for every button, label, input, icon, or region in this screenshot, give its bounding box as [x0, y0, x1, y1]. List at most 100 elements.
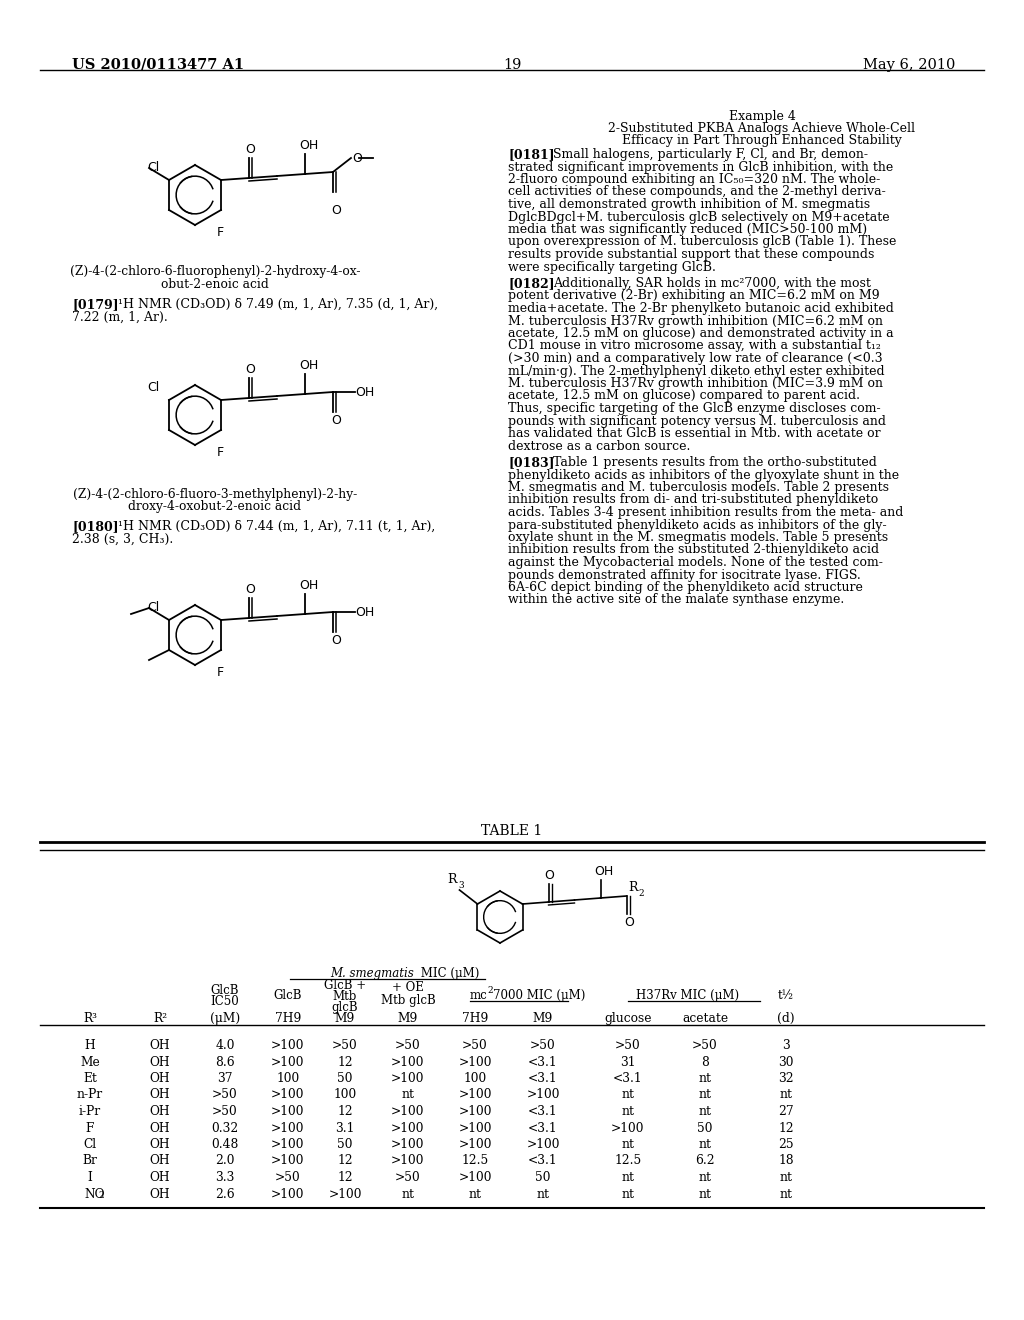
Text: Et: Et — [83, 1072, 97, 1085]
Text: OH: OH — [150, 1122, 170, 1134]
Text: H: H — [85, 1039, 95, 1052]
Text: tive, all demonstrated growth inhibition of M. smegmatis: tive, all demonstrated growth inhibition… — [508, 198, 870, 211]
Text: 3: 3 — [459, 880, 464, 890]
Text: Mtb: Mtb — [333, 990, 357, 1003]
Text: >50: >50 — [395, 1039, 421, 1052]
Text: 7.22 (m, 1, Ar).: 7.22 (m, 1, Ar). — [72, 312, 168, 323]
Text: M. tuberculosis H37Rv growth inhibition (MIC=6.2 mM on: M. tuberculosis H37Rv growth inhibition … — [508, 314, 883, 327]
Text: H37Rv MIC (μM): H37Rv MIC (μM) — [637, 989, 739, 1002]
Text: OH: OH — [299, 139, 318, 152]
Text: OH: OH — [150, 1056, 170, 1068]
Text: results provide substantial support that these compounds: results provide substantial support that… — [508, 248, 874, 261]
Text: 12: 12 — [337, 1105, 353, 1118]
Text: Cl: Cl — [147, 161, 160, 174]
Text: cell activities of these compounds, and the 2-methyl deriva-: cell activities of these compounds, and … — [508, 186, 886, 198]
Text: O: O — [545, 869, 554, 882]
Text: May 6, 2010: May 6, 2010 — [862, 58, 955, 73]
Text: 7000 MIC (μM): 7000 MIC (μM) — [493, 989, 586, 1002]
Text: >100: >100 — [391, 1105, 425, 1118]
Text: Table 1 presents results from the ortho-substituted: Table 1 presents results from the ortho-… — [553, 455, 877, 469]
Text: ¹H NMR (CD₃OD) δ 7.44 (m, 1, Ar), 7.11 (t, 1, Ar),: ¹H NMR (CD₃OD) δ 7.44 (m, 1, Ar), 7.11 (… — [118, 520, 435, 533]
Text: >100: >100 — [391, 1056, 425, 1068]
Text: nt: nt — [401, 1089, 415, 1101]
Text: O: O — [625, 916, 635, 929]
Text: >100: >100 — [459, 1089, 492, 1101]
Text: <3.1: <3.1 — [528, 1072, 558, 1085]
Text: 6.2: 6.2 — [695, 1155, 715, 1167]
Text: MIC (μM): MIC (μM) — [417, 968, 479, 979]
Text: 2-fluoro compound exhibiting an IC₅₀=320 nM. The whole-: 2-fluoro compound exhibiting an IC₅₀=320… — [508, 173, 881, 186]
Text: nt: nt — [622, 1138, 635, 1151]
Text: Me: Me — [80, 1056, 100, 1068]
Text: GlcB: GlcB — [273, 989, 302, 1002]
Text: US 2010/0113477 A1: US 2010/0113477 A1 — [72, 58, 244, 73]
Text: O: O — [245, 363, 255, 376]
Text: mL/min·g). The 2-methylphenyl diketo ethyl ester exhibited: mL/min·g). The 2-methylphenyl diketo eth… — [508, 364, 885, 378]
Text: 0.32: 0.32 — [211, 1122, 239, 1134]
Text: >100: >100 — [459, 1056, 492, 1068]
Text: nt: nt — [698, 1138, 712, 1151]
Text: O: O — [331, 205, 341, 216]
Text: strated significant improvements in GlcB inhibition, with the: strated significant improvements in GlcB… — [508, 161, 893, 173]
Text: Cl: Cl — [83, 1138, 96, 1151]
Text: TABLE 1: TABLE 1 — [481, 824, 543, 838]
Text: nt: nt — [779, 1089, 793, 1101]
Text: 12: 12 — [337, 1171, 353, 1184]
Text: <3.1: <3.1 — [528, 1105, 558, 1118]
Text: >100: >100 — [391, 1155, 425, 1167]
Text: inhibition results from di- and tri-substituted phenyldiketo: inhibition results from di- and tri-subs… — [508, 494, 879, 507]
Text: Mtb glcB: Mtb glcB — [381, 994, 435, 1007]
Text: I: I — [88, 1171, 92, 1184]
Text: DglcBDgcl+M. tuberculosis glcB selectively on M9+acetate: DglcBDgcl+M. tuberculosis glcB selective… — [508, 210, 890, 223]
Text: nt: nt — [698, 1188, 712, 1200]
Text: OH: OH — [355, 385, 374, 399]
Text: nt: nt — [622, 1171, 635, 1184]
Text: (>30 min) and a comparatively low rate of clearance (<0.3: (>30 min) and a comparatively low rate o… — [508, 352, 883, 366]
Text: OH: OH — [595, 865, 613, 878]
Text: potent derivative (2-Br) exhibiting an MIC=6.2 mM on M9: potent derivative (2-Br) exhibiting an M… — [508, 289, 880, 302]
Text: F: F — [217, 226, 224, 239]
Text: OH: OH — [150, 1089, 170, 1101]
Text: IC50: IC50 — [211, 995, 240, 1008]
Text: >100: >100 — [526, 1089, 560, 1101]
Text: upon overexpression of M. tuberculosis glcB (Table 1). These: upon overexpression of M. tuberculosis g… — [508, 235, 896, 248]
Text: 100: 100 — [276, 1072, 300, 1085]
Text: Small halogens, particularly F, Cl, and Br, demon-: Small halogens, particularly F, Cl, and … — [553, 148, 868, 161]
Text: Cl: Cl — [147, 381, 160, 393]
Text: <3.1: <3.1 — [528, 1056, 558, 1068]
Text: >100: >100 — [459, 1105, 492, 1118]
Text: >100: >100 — [611, 1122, 645, 1134]
Text: against the Mycobacterial models. None of the tested com-: against the Mycobacterial models. None o… — [508, 556, 883, 569]
Text: CD1 mouse in vitro microsome assay, with a substantial t₁₂: CD1 mouse in vitro microsome assay, with… — [508, 339, 881, 352]
Text: 8: 8 — [701, 1056, 709, 1068]
Text: pounds demonstrated affinity for isocitrate lyase. FIGS.: pounds demonstrated affinity for isocitr… — [508, 569, 861, 582]
Text: M9: M9 — [335, 1012, 355, 1026]
Text: OH: OH — [355, 606, 374, 619]
Text: para-substituted phenyldiketo acids as inhibitors of the gly-: para-substituted phenyldiketo acids as i… — [508, 519, 887, 532]
Text: 50: 50 — [337, 1138, 352, 1151]
Text: OH: OH — [150, 1188, 170, 1200]
Text: >50: >50 — [530, 1039, 556, 1052]
Text: O: O — [245, 583, 255, 597]
Text: acids. Tables 3-4 present inhibition results from the meta- and: acids. Tables 3-4 present inhibition res… — [508, 506, 903, 519]
Text: inhibition results from the substituted 2-thienyldiketo acid: inhibition results from the substituted … — [508, 544, 880, 557]
Text: 37: 37 — [217, 1072, 232, 1085]
Text: R: R — [629, 880, 638, 894]
Text: 31: 31 — [621, 1056, 636, 1068]
Text: >100: >100 — [459, 1138, 492, 1151]
Text: >100: >100 — [526, 1138, 560, 1151]
Text: >100: >100 — [391, 1072, 425, 1085]
Text: Thus, specific targeting of the GlcB enzyme discloses com-: Thus, specific targeting of the GlcB enz… — [508, 403, 881, 414]
Text: 2: 2 — [639, 888, 644, 898]
Text: [0179]: [0179] — [72, 298, 119, 312]
Text: OH: OH — [150, 1171, 170, 1184]
Text: GlcB +: GlcB + — [324, 979, 366, 993]
Text: nt: nt — [698, 1105, 712, 1118]
Text: 2.38 (s, 3, CH₃).: 2.38 (s, 3, CH₃). — [72, 533, 173, 546]
Text: 19: 19 — [503, 58, 521, 73]
Text: were specifically targeting GlcB.: were specifically targeting GlcB. — [508, 260, 716, 273]
Text: >50: >50 — [212, 1105, 238, 1118]
Text: >50: >50 — [332, 1039, 357, 1052]
Text: GlcB: GlcB — [211, 983, 240, 997]
Text: 100: 100 — [334, 1089, 356, 1101]
